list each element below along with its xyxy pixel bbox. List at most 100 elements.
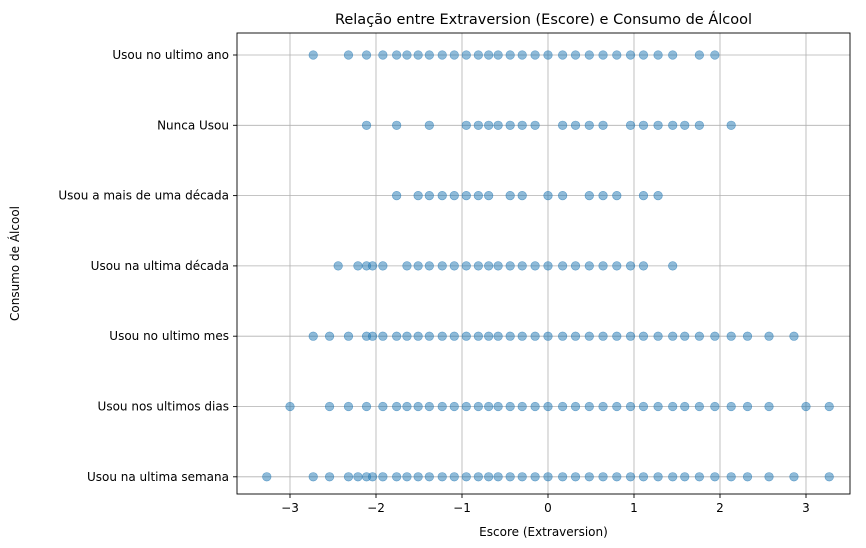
data-point xyxy=(680,120,690,130)
data-point xyxy=(570,472,581,482)
data-point xyxy=(402,331,412,341)
data-points xyxy=(262,50,834,482)
data-point xyxy=(638,401,649,412)
chart-title: Relação entre Extraversion (Escore) e Co… xyxy=(335,11,752,28)
data-point xyxy=(694,401,704,412)
x-tick-label: 0 xyxy=(544,501,552,515)
data-point xyxy=(530,401,540,412)
y-tick-label: Usou no ultimo mes xyxy=(109,329,229,343)
data-point xyxy=(262,472,272,482)
data-point xyxy=(584,472,594,482)
data-point xyxy=(710,401,720,412)
data-point xyxy=(392,191,402,201)
data-point xyxy=(612,261,622,271)
data-point xyxy=(653,50,663,60)
data-point xyxy=(517,120,527,130)
data-point xyxy=(461,120,471,130)
x-tick-label: 1 xyxy=(630,501,638,515)
data-point xyxy=(625,331,636,341)
data-point xyxy=(378,401,388,412)
data-point xyxy=(473,401,483,412)
data-point xyxy=(473,191,483,201)
data-point xyxy=(424,191,434,201)
data-point xyxy=(461,401,471,412)
data-point xyxy=(530,261,540,271)
data-point xyxy=(530,120,540,130)
data-point xyxy=(437,50,447,60)
data-point xyxy=(638,261,649,271)
data-point xyxy=(625,472,636,482)
data-point xyxy=(653,331,663,341)
data-point xyxy=(694,472,704,482)
data-point xyxy=(726,120,736,130)
data-point xyxy=(392,50,402,60)
data-point xyxy=(285,401,295,412)
data-point xyxy=(558,472,568,482)
data-point xyxy=(378,472,388,482)
data-point xyxy=(570,401,581,412)
data-point xyxy=(484,261,494,271)
data-point xyxy=(484,331,494,341)
data-point xyxy=(517,472,527,482)
data-point xyxy=(437,191,447,201)
data-point xyxy=(308,331,318,341)
data-point xyxy=(543,472,553,482)
data-point xyxy=(517,331,527,341)
data-point xyxy=(484,472,494,482)
data-point xyxy=(324,401,335,412)
y-tick-label: Usou no ultimo ano xyxy=(112,48,229,62)
y-tick-label: Usou na ultima década xyxy=(91,259,229,273)
x-tick-label: −2 xyxy=(367,501,385,515)
data-point xyxy=(764,331,774,341)
data-point xyxy=(437,261,447,271)
data-point xyxy=(653,191,663,201)
data-point xyxy=(378,50,388,60)
y-tick-label: Usou nos ultimos dias xyxy=(98,400,229,414)
data-point xyxy=(584,120,594,130)
data-point xyxy=(570,331,581,341)
data-point xyxy=(558,191,568,201)
data-point xyxy=(437,401,447,412)
data-point xyxy=(437,472,447,482)
data-point xyxy=(598,472,608,482)
data-point xyxy=(413,401,423,412)
data-point xyxy=(789,331,799,341)
data-point xyxy=(668,120,678,130)
data-point xyxy=(424,401,434,412)
data-point xyxy=(392,331,402,341)
data-point xyxy=(584,50,594,60)
data-point xyxy=(493,50,503,60)
data-point xyxy=(392,120,402,130)
data-point xyxy=(638,191,649,201)
data-point xyxy=(461,261,471,271)
data-point xyxy=(543,261,553,271)
data-point xyxy=(598,50,608,60)
data-point xyxy=(625,261,636,271)
data-point xyxy=(710,331,720,341)
x-tick-label: −1 xyxy=(453,501,471,515)
data-point xyxy=(413,261,423,271)
data-point xyxy=(449,331,459,341)
data-point xyxy=(343,50,354,60)
data-point xyxy=(570,50,581,60)
data-point xyxy=(598,261,608,271)
data-point xyxy=(413,331,423,341)
data-point xyxy=(584,261,594,271)
data-point xyxy=(668,331,678,341)
data-point xyxy=(612,401,622,412)
data-point xyxy=(424,261,434,271)
data-point xyxy=(543,50,553,60)
data-point xyxy=(449,191,459,201)
data-point xyxy=(473,331,483,341)
data-point xyxy=(505,401,515,412)
data-point xyxy=(598,120,608,130)
data-point xyxy=(353,261,363,271)
data-point xyxy=(598,191,608,201)
data-point xyxy=(343,472,354,482)
data-point xyxy=(449,401,459,412)
data-point xyxy=(413,191,423,201)
data-point xyxy=(517,261,527,271)
data-point xyxy=(484,401,494,412)
data-point xyxy=(710,472,720,482)
